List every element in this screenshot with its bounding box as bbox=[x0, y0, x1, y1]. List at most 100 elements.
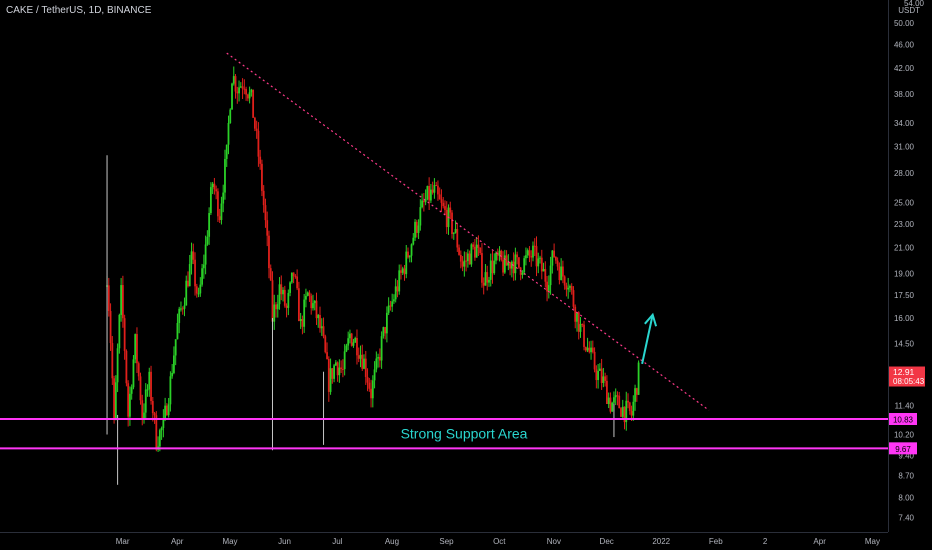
candle-body bbox=[257, 130, 260, 157]
candle-body bbox=[276, 304, 279, 310]
candle-body bbox=[340, 367, 343, 369]
candle-body bbox=[259, 156, 262, 164]
candle-body bbox=[419, 207, 422, 226]
candle-body bbox=[143, 412, 145, 419]
candle-body bbox=[579, 324, 582, 332]
candle-body bbox=[389, 305, 392, 307]
candle-body bbox=[224, 158, 226, 193]
candle-body bbox=[415, 221, 418, 233]
tick-label: 31.00 bbox=[894, 143, 915, 152]
candle-body bbox=[502, 259, 504, 273]
candle-body bbox=[528, 250, 531, 256]
candle-body bbox=[290, 272, 293, 283]
tick-label: 16.00 bbox=[894, 314, 915, 323]
candle-body bbox=[518, 257, 520, 268]
candle-body bbox=[357, 355, 360, 359]
candle-body bbox=[458, 247, 460, 255]
candle-body bbox=[173, 355, 175, 373]
candle-body bbox=[116, 348, 119, 383]
month-label: Sep bbox=[439, 537, 454, 546]
candle-body bbox=[195, 286, 198, 294]
candle-body bbox=[565, 285, 568, 290]
candle-body bbox=[178, 308, 181, 324]
candle-body bbox=[144, 389, 147, 413]
candle-body bbox=[331, 368, 334, 379]
month-label: 2 bbox=[763, 537, 768, 546]
candle-body bbox=[250, 89, 253, 93]
candle-body bbox=[604, 376, 607, 381]
candle-body bbox=[523, 258, 526, 273]
candle-body bbox=[625, 400, 628, 423]
candle-body bbox=[282, 289, 284, 295]
candle-body bbox=[525, 255, 527, 259]
candle-body bbox=[597, 370, 600, 381]
candle-body bbox=[301, 319, 304, 327]
candle-body bbox=[607, 397, 610, 405]
candle-body bbox=[202, 264, 205, 269]
month-label: Feb bbox=[709, 537, 723, 546]
candle-body bbox=[496, 252, 499, 256]
tick-label: 23.00 bbox=[894, 220, 915, 229]
candle-body bbox=[310, 295, 313, 309]
candle-body bbox=[452, 232, 455, 234]
candle-body bbox=[285, 305, 288, 308]
month-label: Jul bbox=[332, 537, 342, 546]
candle-body bbox=[600, 368, 603, 383]
candle-body bbox=[134, 334, 137, 360]
candle-body bbox=[313, 300, 316, 304]
candle-body bbox=[435, 185, 438, 187]
candle-body bbox=[280, 284, 283, 295]
tick-label: 9.40 bbox=[898, 452, 914, 461]
candle-body bbox=[241, 86, 244, 89]
resistance-trendline bbox=[226, 52, 710, 411]
tick-label: 19.00 bbox=[894, 269, 915, 278]
candle-body bbox=[320, 326, 323, 329]
candle-body bbox=[532, 245, 534, 258]
candle-body bbox=[588, 347, 591, 353]
candle-body bbox=[627, 400, 629, 403]
candle-body bbox=[148, 371, 151, 390]
candle-body bbox=[192, 251, 195, 260]
candle-body bbox=[486, 272, 489, 283]
candle-body bbox=[127, 383, 130, 417]
candle-body bbox=[273, 304, 276, 322]
candle-body bbox=[602, 376, 605, 383]
candle-body bbox=[208, 213, 211, 237]
candle-body bbox=[187, 280, 189, 287]
candle-body bbox=[371, 380, 374, 399]
candle-body bbox=[368, 382, 371, 389]
candle-body bbox=[206, 236, 209, 245]
up-arrow-shaft bbox=[641, 314, 654, 365]
candle-body bbox=[171, 372, 174, 377]
candle-body bbox=[308, 292, 311, 296]
candle-body bbox=[107, 285, 110, 312]
candle-body bbox=[391, 301, 394, 307]
candle-body bbox=[382, 327, 385, 337]
candle-body bbox=[584, 346, 587, 351]
candle-body bbox=[289, 282, 291, 293]
tick-label: 14.50 bbox=[894, 339, 915, 348]
tick-label: 10.20 bbox=[894, 431, 915, 440]
candle-body bbox=[150, 371, 152, 402]
candle-body bbox=[465, 260, 467, 262]
candle-body bbox=[635, 388, 638, 395]
candle-body bbox=[155, 415, 158, 450]
candle-body bbox=[354, 337, 357, 343]
candle-body bbox=[394, 286, 397, 300]
candle-body bbox=[572, 290, 575, 307]
candle-body bbox=[414, 221, 416, 238]
candle-body bbox=[183, 305, 186, 309]
candle-body bbox=[581, 324, 584, 326]
candle-body bbox=[542, 269, 545, 272]
candle-body bbox=[449, 207, 452, 213]
candle-body bbox=[616, 395, 619, 397]
candle-body bbox=[153, 413, 156, 416]
candle-body bbox=[574, 306, 577, 322]
current-price-label: 12.91 bbox=[893, 367, 915, 377]
candle-body bbox=[245, 88, 247, 95]
candle-body bbox=[475, 244, 478, 258]
candle-body bbox=[137, 363, 140, 377]
candle-body bbox=[618, 395, 621, 409]
candle-body bbox=[521, 272, 524, 275]
